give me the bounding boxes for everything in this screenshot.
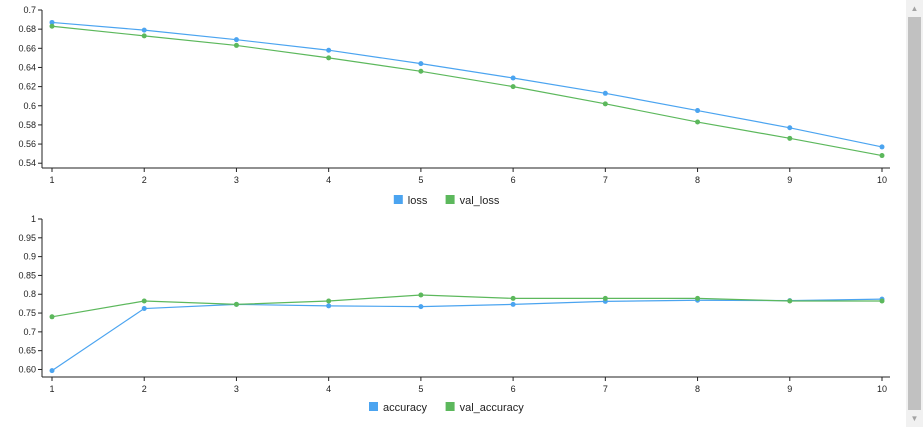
y-tick-label: 0.68 [18,24,36,34]
chart-2: 1 0.95 0.9 0.85 0.8 0.75 0.7 0.65 0.60 1 2 3 4 5 6 7 8 9 1… [18,214,890,414]
data-point-val_accuracy [787,298,793,304]
x-tick-label: 1 [49,384,54,394]
y-tick-label: 0.9 [23,252,36,262]
legend-swatch-loss [393,195,403,204]
x-tick-label: 6 [511,384,516,394]
legend-label-loss: loss [408,195,428,207]
data-point-val_loss [879,153,885,159]
data-point-val_accuracy [879,298,885,304]
data-point-loss [326,47,332,53]
series-line-loss [51,21,883,148]
data-point-val_accuracy [418,292,424,298]
data-point-loss [510,75,516,81]
data-point-loss [233,37,239,43]
y-tick-label: 0.8 [23,289,36,299]
x-tick-label: 10 [877,175,887,185]
x-tick-label: 9 [787,384,792,394]
data-point-val_loss [695,119,701,125]
data-point-loss [49,19,55,25]
data-point-loss [787,125,793,131]
data-point-loss [695,108,701,114]
data-point-val_accuracy [233,301,239,307]
data-point-val_accuracy [326,298,332,304]
data-point-val_loss [49,23,55,29]
data-point-val_loss [326,55,332,61]
legend-label-accuracy: accuracy [383,402,428,414]
data-point-accuracy [141,306,147,312]
y-tick-label: 0.54 [18,158,36,168]
series-line-accuracy [51,298,883,372]
data-point-val_loss [233,42,239,48]
legend-label-val_loss: val_loss [460,195,500,207]
y-tick-label: 0.60 [18,364,36,374]
x-tick-label: 3 [234,384,239,394]
scroll-down-arrow-icon[interactable]: ▼ [906,410,923,427]
legend-swatch-val_accuracy [445,402,455,411]
series-line-val_loss [51,25,883,157]
x-tick-label: 8 [695,384,700,394]
data-point-val_loss [510,84,516,90]
series-line-val_accuracy [51,294,882,318]
y-tick-label: 0.66 [18,43,36,53]
y-tick-label: 0.65 [18,346,36,356]
x-tick-label: 7 [603,384,608,394]
y-tick-label: 0.64 [18,62,36,72]
x-tick-label: 10 [877,384,887,394]
y-tick-label: 0.58 [18,120,36,130]
y-tick-label: 0.6 [23,101,36,111]
data-point-loss [141,27,147,33]
y-tick-label: 0.7 [23,327,36,337]
y-tick-label: 0.62 [18,82,36,92]
data-point-val_loss [418,68,424,74]
x-tick-label: 4 [326,384,331,394]
legend-swatch-val_loss [445,195,455,204]
data-point-val_accuracy [141,298,147,304]
x-tick-label: 6 [511,175,516,185]
y-tick-label: 0.56 [18,139,36,149]
x-tick-label: 1 [49,175,54,185]
x-tick-label: 9 [787,175,792,185]
data-point-accuracy [510,301,516,307]
scroll-thumb[interactable] [908,17,921,410]
scroll-up-arrow-icon[interactable]: ▲ [906,0,923,17]
data-point-val_loss [141,33,147,39]
data-point-loss [418,61,424,67]
data-point-val_loss [787,135,793,141]
data-point-val_accuracy [49,314,55,320]
y-tick-label: 0.85 [18,270,36,280]
legend-swatch-accuracy [369,402,378,411]
vertical-scrollbar[interactable]: ▲ ▼ [906,0,923,427]
data-point-val_accuracy [510,295,516,301]
y-tick-label: 0.95 [18,233,36,243]
x-tick-label: 5 [418,384,423,394]
data-point-val_accuracy [695,295,701,301]
legend-label-val_accuracy: val_accuracy [460,402,525,414]
data-point-accuracy [49,368,55,374]
data-point-accuracy [418,304,424,310]
data-point-loss [879,144,885,150]
x-tick-label: 5 [418,175,423,185]
data-point-accuracy [326,303,332,309]
data-point-val_loss [602,101,608,107]
x-tick-label: 7 [603,175,608,185]
x-tick-label: 8 [695,175,700,185]
y-tick-label: 1 [31,214,36,224]
data-point-loss [602,90,608,96]
y-tick-label: 0.7 [23,5,36,15]
y-tick-label: 0.75 [18,308,36,318]
chart-1: 0.7 0.68 0.66 0.64 0.62 0.6 0.58 0.56 0.54 1 2 3 4 5 6… [18,5,890,207]
x-tick-label: 4 [326,175,331,185]
x-tick-label: 2 [142,384,147,394]
x-tick-label: 3 [234,175,239,185]
data-point-val_accuracy [602,295,608,301]
x-tick-label: 2 [142,175,147,185]
